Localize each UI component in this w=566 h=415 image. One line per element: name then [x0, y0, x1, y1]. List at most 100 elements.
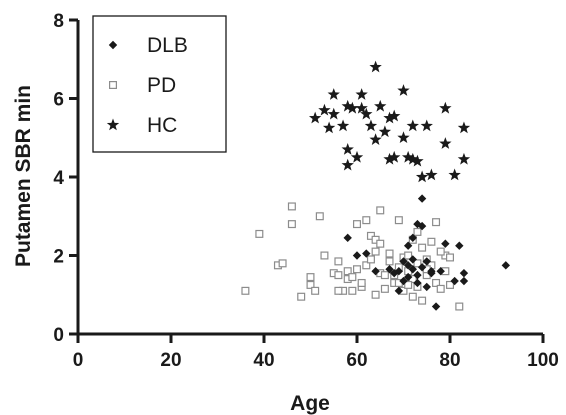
data-point-dlb [422, 282, 431, 292]
data-point-pd [446, 280, 455, 289]
data-point-pd [241, 286, 250, 295]
data-point-pd [362, 261, 371, 270]
data-point-hc [341, 158, 354, 171]
data-point-dlb [399, 276, 408, 286]
x-tick-label: 40 [253, 350, 274, 371]
data-point-dlb [394, 267, 404, 276]
data-point-hc [439, 137, 452, 149]
data-point-dlb [413, 270, 422, 280]
data-point-hc [397, 84, 410, 96]
data-point-dlb [417, 221, 427, 231]
data-point-dlb [427, 268, 436, 278]
y-tick-label: 6 [53, 90, 64, 111]
data-point-dlb [417, 263, 427, 272]
data-point-dlb [431, 302, 441, 311]
data-point-hc [327, 107, 340, 120]
data-point-pd [413, 227, 422, 236]
data-point-pd [427, 237, 436, 246]
data-point-pd [376, 206, 385, 215]
data-point-pd [371, 247, 380, 256]
data-point-pd [385, 257, 394, 266]
data-point-pd [371, 290, 380, 299]
data-point-hc [448, 168, 461, 181]
data-point-pd [404, 251, 413, 260]
data-point-dlb [408, 265, 417, 274]
data-point-dlb [450, 276, 459, 286]
data-point-hc [308, 111, 322, 124]
y-tick-label: 2 [53, 247, 64, 268]
data-points [241, 60, 510, 311]
y-tick-label: 8 [53, 11, 64, 32]
legend-label-dlb: DLB [147, 34, 188, 57]
data-point-hc [341, 99, 354, 112]
data-point-pd [380, 271, 389, 280]
data-point-pd [436, 284, 445, 293]
data-point-pd [394, 216, 403, 225]
data-point-hc [378, 125, 392, 138]
data-point-pd [353, 220, 362, 229]
x-tick-label: 100 [527, 350, 559, 371]
data-point-hc [336, 119, 350, 132]
data-point-hc [411, 154, 424, 167]
legend-marker-pd [108, 80, 117, 89]
data-point-pd [348, 273, 357, 282]
data-point-pd [380, 284, 389, 293]
data-point-hc [457, 152, 471, 165]
data-point-pd [287, 202, 296, 211]
data-point-pd [446, 253, 455, 262]
data-point-hc [364, 119, 378, 132]
data-point-pd [436, 247, 445, 256]
data-point-pd [418, 296, 427, 305]
data-point-hc [346, 101, 359, 114]
data-point-hc [374, 99, 387, 112]
data-point-pd [348, 286, 357, 295]
data-point-dlb [408, 255, 417, 264]
data-point-dlb [417, 194, 427, 203]
data-point-dlb [385, 265, 394, 274]
data-point-hc [383, 152, 396, 165]
legend-item-dlb: DLB [108, 34, 188, 57]
data-point-pd [366, 255, 375, 264]
data-point-pd [404, 280, 413, 289]
data-point-pd [306, 273, 315, 282]
data-point-hc [406, 152, 419, 165]
data-point-hc [360, 107, 373, 120]
data-point-pd [311, 286, 320, 295]
data-point-hc [420, 119, 433, 132]
legend-item-hc: HC [106, 114, 177, 137]
data-point-pd [418, 243, 427, 252]
y-axis-title: Putamen SBR min [12, 85, 35, 267]
data-point-hc [355, 88, 368, 100]
data-point-pd [455, 302, 464, 311]
data-point-pd [334, 286, 343, 295]
data-point-pd [385, 249, 394, 258]
data-point-pd [334, 257, 343, 266]
data-point-pd [306, 280, 315, 289]
data-point-pd [353, 265, 362, 274]
data-point-dlb [413, 278, 422, 288]
data-point-dlb [399, 257, 408, 266]
y-tick-label: 0 [53, 325, 64, 346]
data-point-hc [401, 150, 415, 163]
data-point-pd [413, 259, 422, 268]
y-axis: 0 2 4 6 8 [53, 11, 80, 346]
legend-label-hc: HC [147, 114, 177, 137]
data-point-hc [327, 88, 340, 100]
data-point-pd [376, 239, 385, 248]
data-point-hc [397, 131, 410, 144]
legend-marker-hc [106, 118, 120, 131]
data-point-dlb [459, 268, 469, 278]
data-point-dlb [422, 257, 431, 266]
data-point-dlb [394, 286, 404, 296]
x-tick-label: 80 [439, 350, 460, 371]
data-point-hc [383, 111, 396, 124]
data-point-pd [432, 218, 441, 227]
data-point-hc [318, 103, 331, 116]
data-point-pd [255, 229, 264, 238]
data-point-pd [315, 212, 324, 221]
data-point-pd [297, 292, 306, 301]
data-point-pd [343, 267, 352, 276]
data-point-pd [320, 251, 329, 260]
data-point-dlb [371, 267, 380, 276]
data-point-hc [322, 121, 336, 134]
